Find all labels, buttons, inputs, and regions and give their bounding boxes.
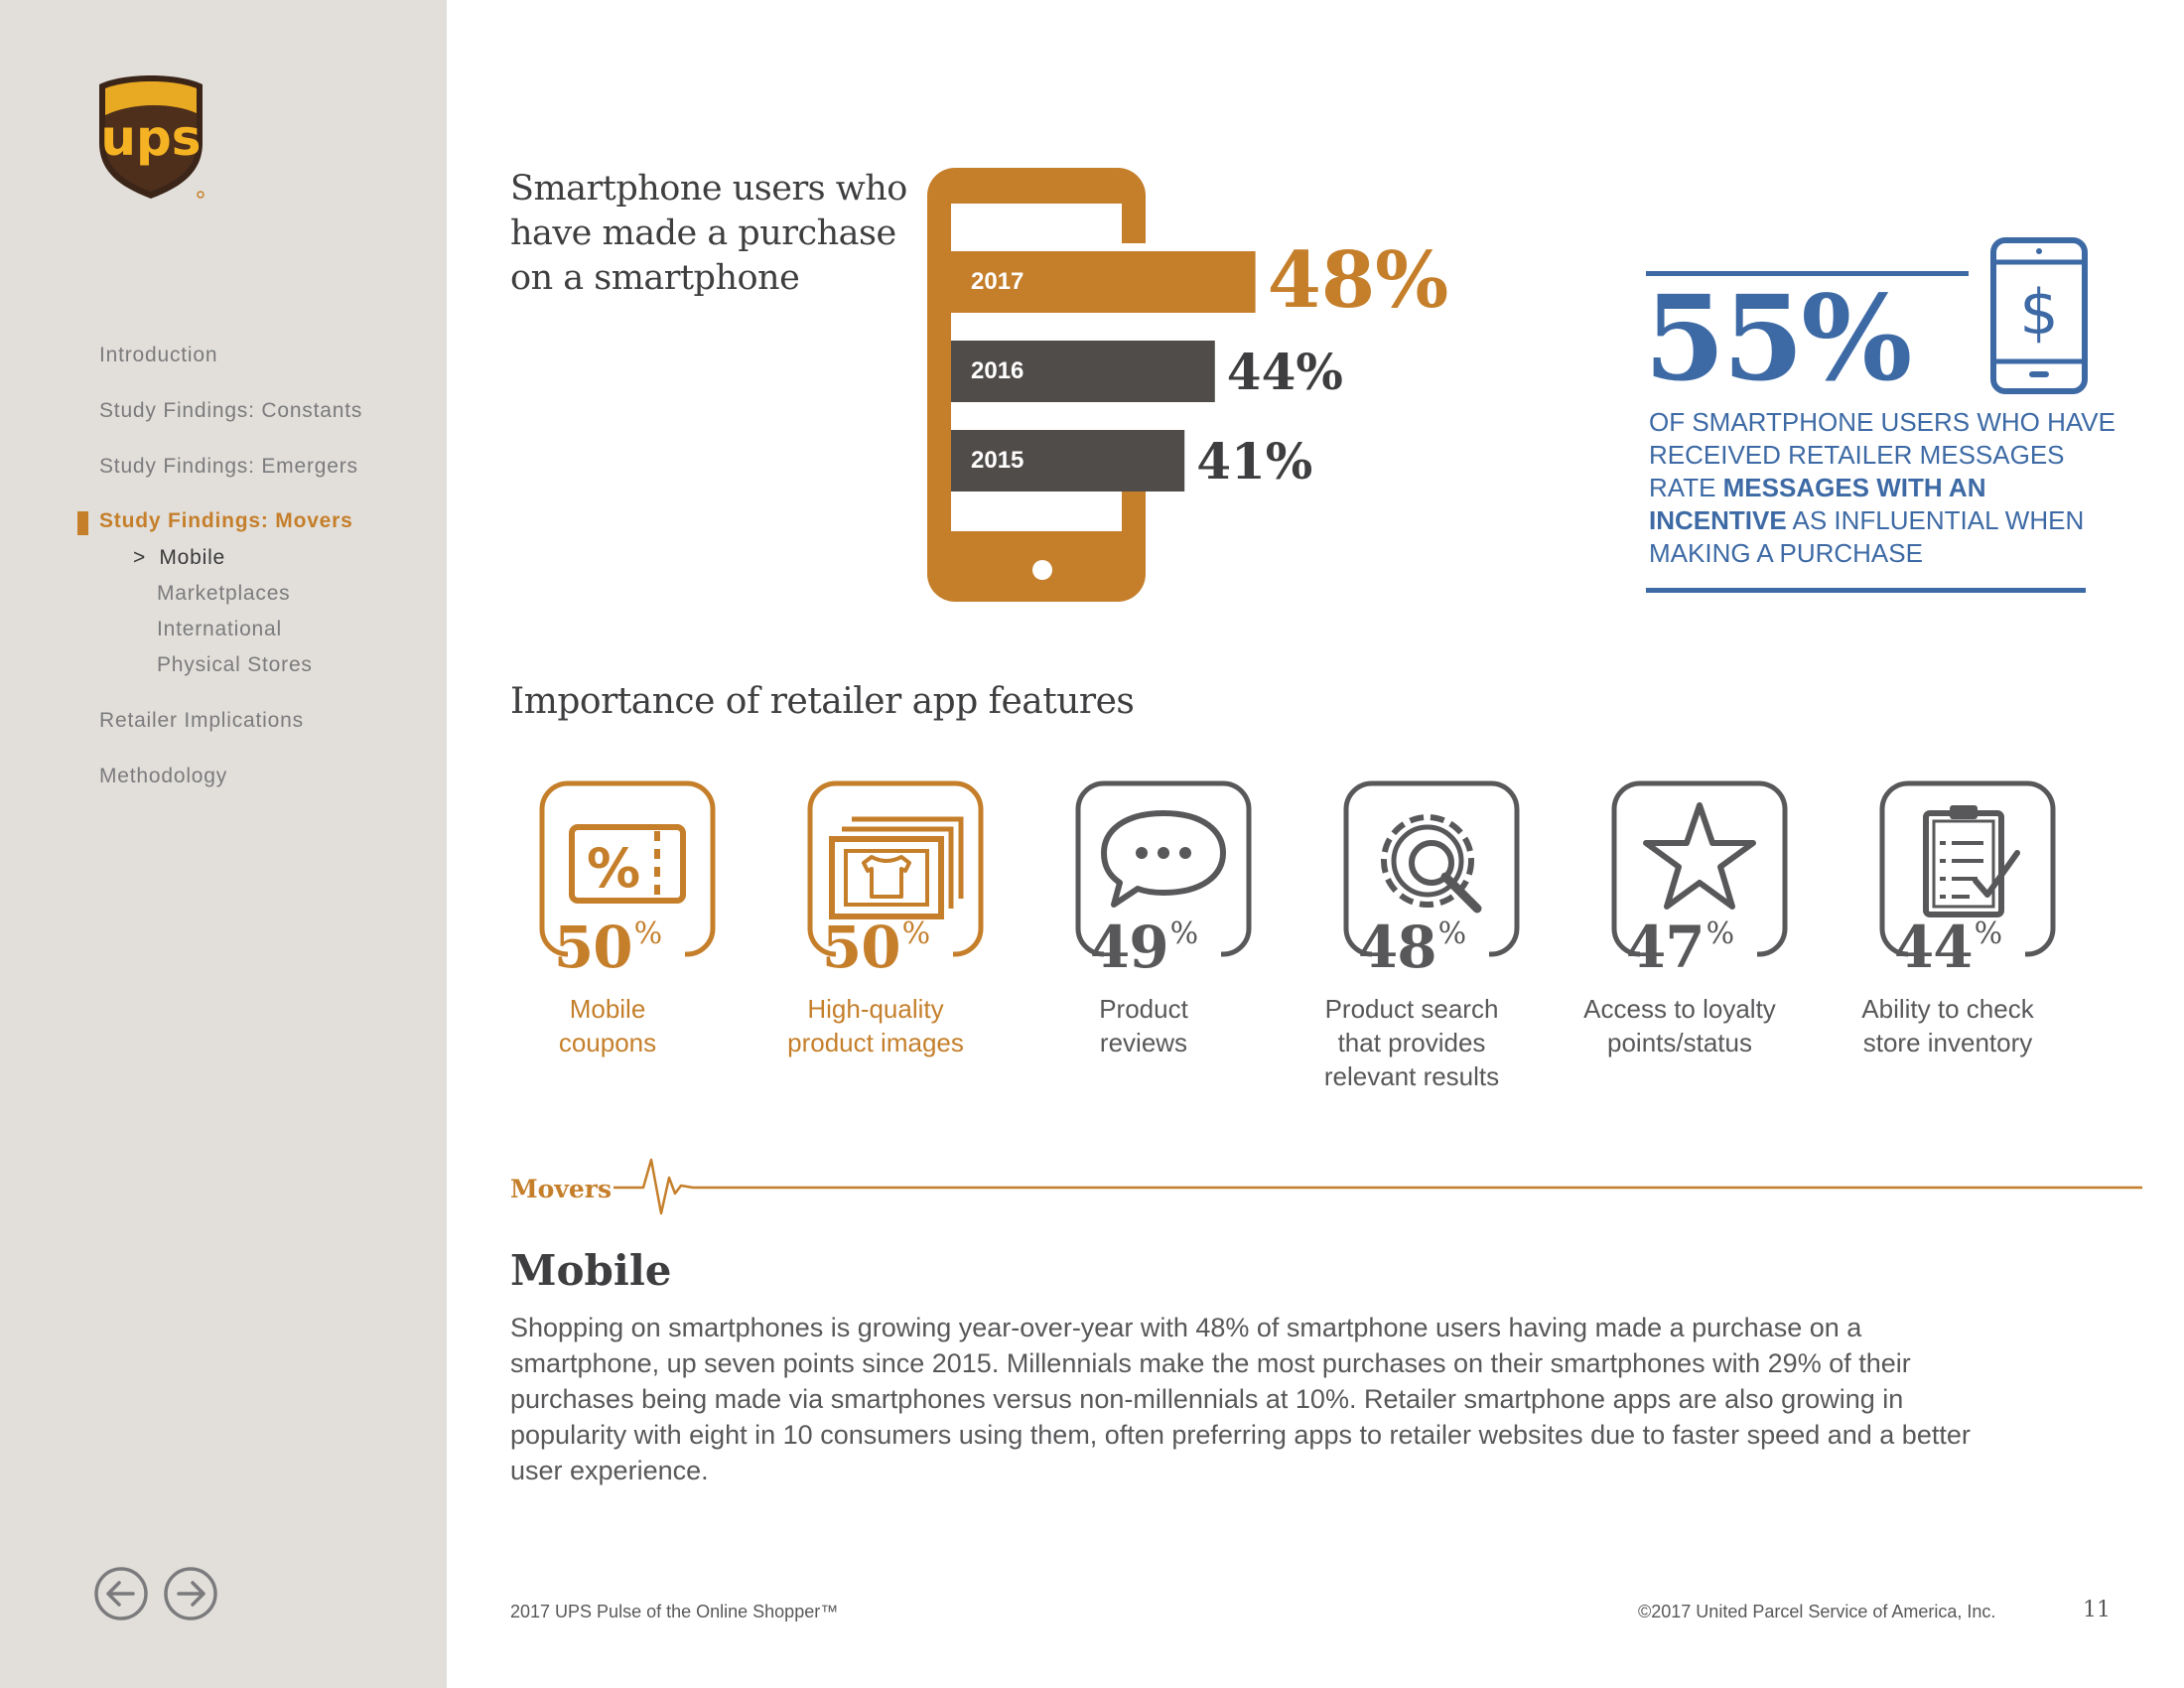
page-number: 11 bbox=[2083, 1598, 2111, 1622]
svg-text:%: % bbox=[587, 837, 640, 900]
bar-label-2016: 2016 bbox=[971, 357, 1024, 384]
sidebar-subitem-label: Mobile bbox=[159, 546, 226, 569]
bar-label-2015: 2015 bbox=[971, 447, 1024, 474]
section-title: Mobile bbox=[510, 1246, 672, 1295]
product-image-icon bbox=[807, 780, 984, 957]
sidebar-item-introduction[interactable]: Introduction bbox=[99, 344, 218, 366]
active-marker bbox=[77, 511, 88, 535]
sidebar-item-constants[interactable]: Study Findings: Constants bbox=[99, 399, 363, 422]
speech-bubble-icon bbox=[1075, 780, 1252, 957]
section-tag: Movers bbox=[510, 1175, 613, 1203]
sidebar-subitem-mobile[interactable]: > Mobile bbox=[133, 546, 225, 570]
phone-frame-icon bbox=[927, 168, 1146, 602]
callout-text: OF SMARTPHONE USERS WHO HAVE RECEIVED RE… bbox=[1649, 407, 2116, 568]
svg-text:$: $ bbox=[2019, 276, 2058, 349]
section-body: Shopping on smartphones is growing year-… bbox=[510, 1313, 1971, 1485]
sidebar-item-retailer-implications[interactable]: Retailer Implications bbox=[99, 709, 304, 732]
sidebar-subitem-physical-stores[interactable]: Physical Stores bbox=[157, 653, 313, 676]
sidebar-subitem-marketplaces[interactable]: Marketplaces bbox=[157, 582, 291, 605]
sidebar-item-emergers[interactable]: Study Findings: Emergers bbox=[99, 455, 358, 478]
coupon-icon: % bbox=[539, 780, 716, 957]
callout-emphasis: MESSAGES WITH AN INCENTIVE bbox=[1649, 473, 1986, 535]
gear-search-icon bbox=[1343, 780, 1520, 957]
star-icon bbox=[1611, 780, 1788, 957]
footer-copyright: ©2017 United Parcel Service of America, … bbox=[1638, 1602, 1996, 1621]
logo-text: ups bbox=[100, 109, 201, 167]
callout-top-rule bbox=[1646, 271, 1969, 276]
footer-publication: 2017 UPS Pulse of the Online Shopper™ bbox=[510, 1602, 839, 1621]
chart-title: Smartphone users who have made a purchas… bbox=[510, 169, 907, 298]
bar-label-2017: 2017 bbox=[971, 268, 1024, 295]
callout-bottom-rule bbox=[1646, 588, 2086, 593]
sidebar-item-methodology[interactable]: Methodology bbox=[99, 765, 228, 787]
callout-value: 55% bbox=[1644, 269, 1912, 407]
bar-value-2015: 41% bbox=[1196, 432, 1313, 491]
bar-value-2017: 48% bbox=[1267, 235, 1449, 326]
arrow-right-circle-icon[interactable] bbox=[163, 1566, 218, 1621]
pulse-line-icon bbox=[614, 1158, 2142, 1215]
sidebar: ups Introduction Study Findings: Constan… bbox=[0, 0, 447, 1688]
clipboard-check-icon bbox=[1879, 780, 2056, 957]
sidebar-item-movers[interactable]: Study Findings: Movers bbox=[99, 509, 353, 532]
sidebar-subitem-international[interactable]: International bbox=[157, 618, 282, 640]
current-indicator: > bbox=[133, 546, 147, 569]
smartphone-dollar-icon: $ bbox=[1990, 237, 2088, 394]
features-title: Importance of retailer app features bbox=[510, 681, 1135, 722]
bar-value-2016: 44% bbox=[1226, 343, 1343, 401]
arrow-left-circle-icon[interactable] bbox=[93, 1566, 149, 1621]
ups-logo[interactable]: ups bbox=[95, 73, 206, 201]
